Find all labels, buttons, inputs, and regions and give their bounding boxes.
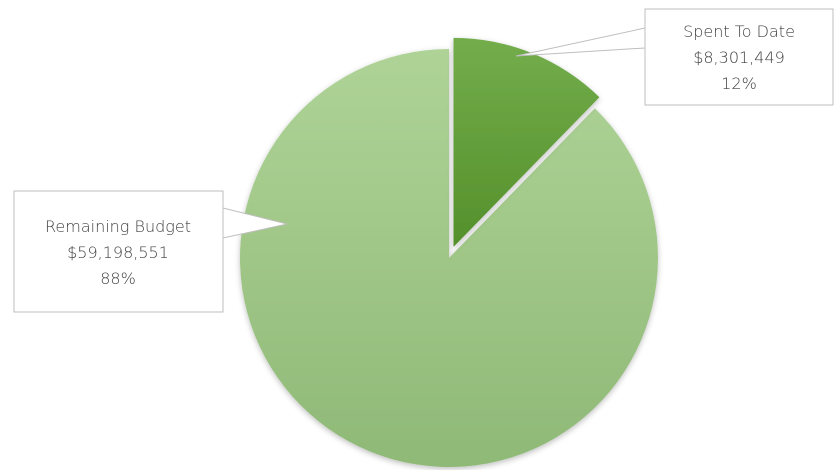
callout-remaining-label: Remaining Budget bbox=[45, 217, 191, 236]
callout-remaining-percent: 88% bbox=[100, 269, 136, 288]
callout-spent-to-date: Spent To Date $8,301,449 12% bbox=[515, 8, 834, 106]
callout-remaining-value: $59,198,551 bbox=[67, 243, 169, 262]
callout-remaining-budget: Remaining Budget $59,198,551 88% bbox=[13, 190, 288, 313]
callout-spent-box bbox=[644, 8, 834, 106]
callout-remaining-box bbox=[13, 190, 224, 313]
callout-spent-label: Spent To Date bbox=[683, 22, 795, 41]
pie-slice-remaining-budget bbox=[239, 48, 658, 467]
callout-spent-value: $8,301,449 bbox=[693, 48, 785, 67]
callout-spent-percent: 12% bbox=[721, 74, 757, 93]
pie-slice-spent-to-date bbox=[453, 37, 600, 247]
callout-spent-leader bbox=[515, 27, 646, 57]
